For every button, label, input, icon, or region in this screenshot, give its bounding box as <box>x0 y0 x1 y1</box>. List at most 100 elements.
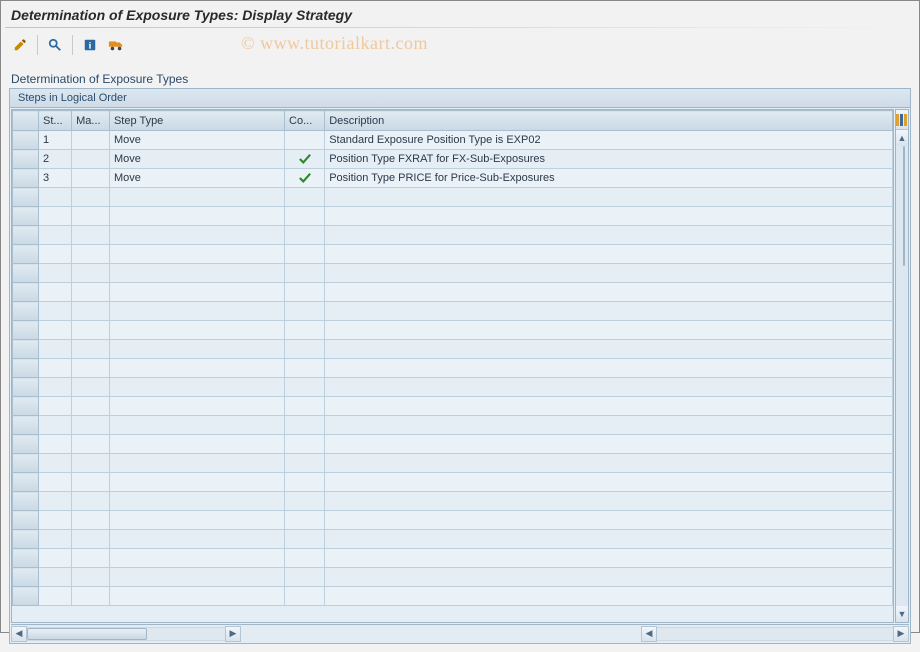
row-selector[interactable] <box>13 587 39 606</box>
row-selector[interactable] <box>13 511 39 530</box>
cell-ma[interactable] <box>72 226 110 245</box>
cell-co[interactable] <box>285 511 325 530</box>
row-selector[interactable] <box>13 169 39 188</box>
scroll-right-button[interactable]: ▶ <box>225 626 241 642</box>
table-row[interactable] <box>13 302 893 321</box>
edit-button[interactable] <box>7 34 33 56</box>
table-row[interactable] <box>13 492 893 511</box>
cell-co[interactable] <box>285 150 325 169</box>
scroll-up-button[interactable]: ▲ <box>896 130 908 146</box>
table-row[interactable]: 3MovePosition Type PRICE for Price-Sub-E… <box>13 169 893 188</box>
cell-description[interactable] <box>325 359 893 378</box>
cell-step-type[interactable] <box>109 207 284 226</box>
cell-st[interactable] <box>39 321 72 340</box>
row-selector[interactable] <box>13 397 39 416</box>
row-selector[interactable] <box>13 188 39 207</box>
cell-st[interactable]: 1 <box>39 131 72 150</box>
row-selector[interactable] <box>13 245 39 264</box>
cell-ma[interactable] <box>72 473 110 492</box>
col-st[interactable]: St... <box>39 111 72 131</box>
cell-step-type[interactable] <box>109 188 284 207</box>
cell-ma[interactable] <box>72 454 110 473</box>
cell-st[interactable] <box>39 473 72 492</box>
cell-description[interactable] <box>325 207 893 226</box>
cell-co[interactable] <box>285 245 325 264</box>
row-selector[interactable] <box>13 359 39 378</box>
cell-st[interactable] <box>39 340 72 359</box>
cell-st[interactable] <box>39 283 72 302</box>
row-selector[interactable] <box>13 264 39 283</box>
cell-st[interactable] <box>39 511 72 530</box>
cell-ma[interactable] <box>72 169 110 188</box>
cell-description[interactable] <box>325 283 893 302</box>
cell-ma[interactable] <box>72 321 110 340</box>
transport-button[interactable] <box>103 34 129 56</box>
cell-step-type[interactable] <box>109 226 284 245</box>
cell-description[interactable] <box>325 245 893 264</box>
row-selector[interactable] <box>13 283 39 302</box>
table-row[interactable] <box>13 321 893 340</box>
data-grid[interactable]: St... Ma... Step Type Co... Description … <box>11 109 894 623</box>
hscroll-left[interactable]: ◀ ▶ <box>11 626 241 642</box>
cell-ma[interactable] <box>72 587 110 606</box>
cell-co[interactable] <box>285 378 325 397</box>
cell-description[interactable] <box>325 188 893 207</box>
cell-description[interactable] <box>325 568 893 587</box>
cell-co[interactable] <box>285 226 325 245</box>
cell-st[interactable] <box>39 549 72 568</box>
cell-st[interactable]: 3 <box>39 169 72 188</box>
table-row[interactable] <box>13 188 893 207</box>
table-row[interactable] <box>13 245 893 264</box>
cell-step-type[interactable] <box>109 264 284 283</box>
scroll-left-button[interactable]: ◀ <box>641 626 657 642</box>
cell-st[interactable] <box>39 587 72 606</box>
cell-co[interactable] <box>285 435 325 454</box>
scroll-right-button[interactable]: ▶ <box>893 626 909 642</box>
cell-step-type[interactable] <box>109 340 284 359</box>
cell-st[interactable] <box>39 245 72 264</box>
cell-co[interactable] <box>285 340 325 359</box>
cell-st[interactable] <box>39 207 72 226</box>
row-selector[interactable] <box>13 454 39 473</box>
col-co[interactable]: Co... <box>285 111 325 131</box>
vscroll-thumb[interactable] <box>903 146 905 266</box>
cell-ma[interactable] <box>72 283 110 302</box>
cell-description[interactable] <box>325 530 893 549</box>
cell-ma[interactable] <box>72 511 110 530</box>
cell-description[interactable] <box>325 378 893 397</box>
cell-step-type[interactable]: Move <box>109 169 284 188</box>
cell-step-type[interactable] <box>109 511 284 530</box>
cell-st[interactable] <box>39 492 72 511</box>
table-row[interactable]: 2MovePosition Type FXRAT for FX-Sub-Expo… <box>13 150 893 169</box>
cell-step-type[interactable] <box>109 378 284 397</box>
scroll-down-button[interactable]: ▼ <box>896 606 908 622</box>
cell-step-type[interactable] <box>109 321 284 340</box>
cell-ma[interactable] <box>72 435 110 454</box>
cell-description[interactable] <box>325 340 893 359</box>
cell-ma[interactable] <box>72 530 110 549</box>
cell-co[interactable] <box>285 169 325 188</box>
cell-ma[interactable] <box>72 150 110 169</box>
row-selector[interactable] <box>13 226 39 245</box>
row-selector[interactable] <box>13 340 39 359</box>
table-row[interactable] <box>13 226 893 245</box>
cell-st[interactable] <box>39 226 72 245</box>
table-row[interactable] <box>13 264 893 283</box>
cell-st[interactable] <box>39 188 72 207</box>
cell-description[interactable] <box>325 454 893 473</box>
cell-st[interactable] <box>39 302 72 321</box>
cell-st[interactable] <box>39 454 72 473</box>
cell-co[interactable] <box>285 587 325 606</box>
cell-co[interactable] <box>285 454 325 473</box>
cell-description[interactable] <box>325 511 893 530</box>
cell-ma[interactable] <box>72 359 110 378</box>
table-row[interactable] <box>13 378 893 397</box>
cell-step-type[interactable] <box>109 302 284 321</box>
cell-step-type[interactable]: Move <box>109 131 284 150</box>
cell-ma[interactable] <box>72 207 110 226</box>
cell-st[interactable] <box>39 359 72 378</box>
cell-st[interactable] <box>39 378 72 397</box>
table-row[interactable] <box>13 397 893 416</box>
cell-step-type[interactable] <box>109 473 284 492</box>
row-selector[interactable] <box>13 549 39 568</box>
